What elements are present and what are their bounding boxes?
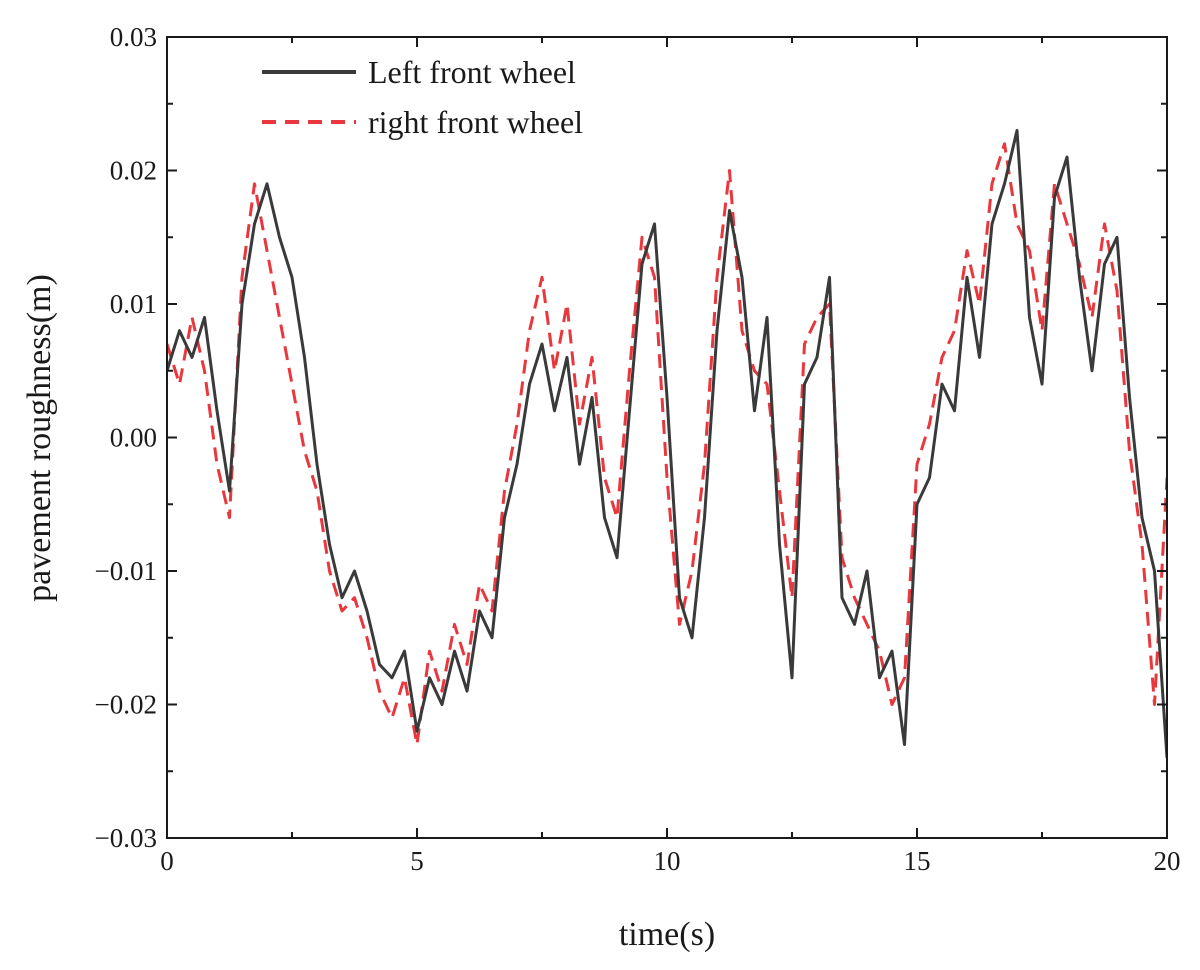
x-tick-label: 20: [1154, 846, 1181, 876]
y-tick-label: 0.03: [110, 22, 157, 52]
plot-area: [167, 129, 1167, 759]
legend-label-right-front-wheel: right front wheel: [368, 104, 583, 140]
legend: Left front wheel right front wheel: [262, 54, 583, 140]
series-line-left-front-wheel: [167, 129, 1167, 759]
x-tick-label: 0: [160, 846, 174, 876]
legend-label-left-front-wheel: Left front wheel: [368, 54, 576, 90]
x-tick-label: 10: [654, 846, 681, 876]
y-tick-label: 0.00: [110, 423, 157, 453]
x-tick-label: 5: [410, 846, 424, 876]
y-tick-label: 0.02: [110, 156, 157, 186]
plot-frame: [166, 36, 1168, 839]
y-axis-label: pavement roughness(m): [21, 274, 58, 602]
series-line-right-front-wheel: [167, 142, 1167, 746]
x-axis-label: time(s): [619, 916, 715, 953]
y-tick-label: 0.01: [110, 289, 157, 319]
axes: 0 5 10 15 20 −0.03 −0.02 −0.01 0.00 0.01 0.02 0.03: [95, 22, 1181, 876]
y-tick-label: −0.03: [95, 823, 157, 853]
y-tick-label: −0.01: [95, 556, 157, 586]
x-tick-label: 15: [904, 846, 931, 876]
y-tick-label: −0.02: [95, 690, 157, 720]
